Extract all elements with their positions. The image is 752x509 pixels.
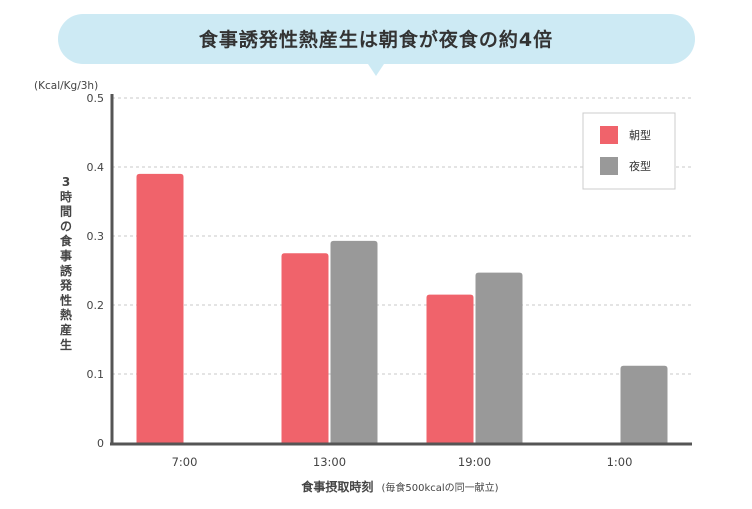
x-axis-label-note: (毎食500kcalの同一献立) (382, 481, 499, 494)
y-axis-label-char: 発 (59, 278, 73, 293)
x-tick-label: 1:00 (607, 455, 633, 469)
y-axis-label-char: 熱 (60, 307, 72, 322)
y-tick-label: 0.3 (87, 230, 105, 243)
y-axis-label-char: 時 (60, 189, 72, 204)
y-tick-label: 0.2 (87, 299, 105, 312)
bar-yorugata-2 (475, 272, 523, 443)
y-axis-label-char: 事 (60, 248, 72, 263)
x-tick-label: 13:00 (313, 455, 346, 469)
title-bubble-bg (58, 14, 695, 64)
y-tick-label: 0.5 (87, 92, 105, 105)
bar-yorugata-1 (330, 240, 378, 443)
y-axis-label-char: 3 (62, 175, 70, 189)
x-tick-label: 19:00 (458, 455, 491, 469)
y-axis-label-char: 性 (59, 292, 72, 307)
bars (136, 173, 668, 443)
title-bubble-tail (368, 64, 384, 76)
legend-box (582, 112, 676, 190)
y-axis-label-char: 食 (59, 233, 73, 248)
y-axis-label-char: の (60, 219, 72, 233)
y-tick-label: 0 (97, 437, 104, 450)
bar-asagata-1 (281, 253, 329, 443)
legend: 朝型 夜型 (582, 112, 676, 190)
y-unit-label: (Kcal/Kg/3h) (34, 80, 98, 92)
bar-asagata-0 (136, 173, 184, 443)
x-tick-label: 7:00 (172, 455, 198, 469)
title-bubble: 食事誘発性熱産生は朝食が夜食の約4倍 (58, 14, 695, 76)
gridlines (112, 97, 692, 375)
y-tick-label: 0.1 (87, 368, 105, 381)
legend-swatch-yorugata (600, 157, 618, 175)
legend-label-yorugata: 夜型 (629, 159, 651, 173)
y-axis-label-char: 誘 (60, 263, 73, 278)
y-axis-label-char: 間 (60, 205, 72, 219)
y-tick-labels: 0 0.1 0.2 0.3 0.4 0.5 (87, 92, 105, 450)
x-axis-label: 食事摂取時刻 (毎食500kcalの同一献立) (300, 476, 498, 495)
x-tick-labels: 7:00 13:00 19:00 1:00 (172, 455, 633, 469)
y-axis-label-char: 産 (60, 322, 72, 337)
y-tick-label: 0.4 (87, 161, 105, 174)
bar-yorugata-3 (620, 365, 668, 443)
chart-title: 食事誘発性熱産生は朝食が夜食の約4倍 (199, 28, 553, 51)
legend-label-asagata: 朝型 (629, 128, 651, 142)
legend-swatch-asagata (600, 126, 618, 144)
bar-asagata-2 (426, 294, 474, 443)
x-axis-label-main: 食事摂取時刻 (300, 479, 373, 494)
y-axis-label-char: 生 (60, 337, 72, 352)
